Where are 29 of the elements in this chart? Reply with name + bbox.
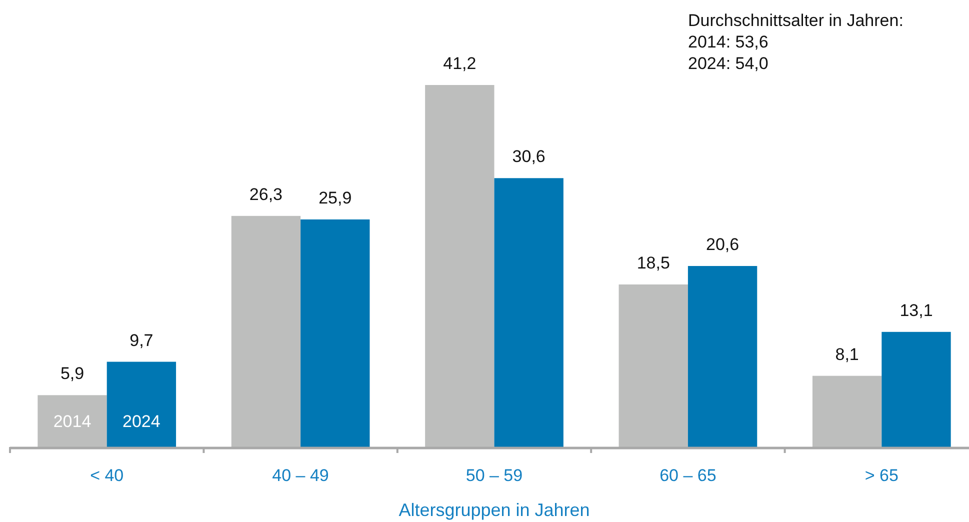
data-label: 9,7 — [130, 330, 154, 350]
x-tick-label: > 65 — [864, 466, 898, 485]
data-label: 5,9 — [60, 364, 84, 384]
x-axis-title: Altersgruppen in Jahren — [398, 500, 590, 520]
text: Durchschnittsalter in Jahren: 2014: 53,6 2024: 54,0 — [688, 11, 904, 73]
series-label: 2014 — [53, 412, 92, 431]
bar — [812, 376, 882, 447]
bar — [494, 178, 564, 447]
data-label: 20,6 — [706, 235, 740, 254]
bar — [106, 362, 176, 447]
data-label: 30,6 — [512, 147, 546, 166]
bar — [618, 284, 688, 447]
series-label: 2024 — [122, 412, 160, 431]
x-tick-label: 40 – 49 — [272, 466, 329, 485]
data-label: 13,1 — [900, 300, 933, 320]
x-tick-label: < 40 — [90, 466, 124, 485]
x-tick-label: 50 – 59 — [466, 466, 523, 485]
data-label: 8,1 — [835, 344, 859, 364]
data-label: 18,5 — [636, 253, 670, 272]
bar — [425, 85, 494, 447]
bar — [231, 216, 301, 447]
data-label: 26,3 — [249, 184, 283, 204]
bar — [38, 395, 107, 447]
bar — [882, 332, 951, 447]
data-label: 41,2 — [443, 54, 476, 73]
x-tick-label: 60 – 65 — [660, 466, 716, 485]
data-label: 25,9 — [318, 188, 352, 208]
bar — [300, 219, 370, 447]
bar — [688, 266, 758, 447]
